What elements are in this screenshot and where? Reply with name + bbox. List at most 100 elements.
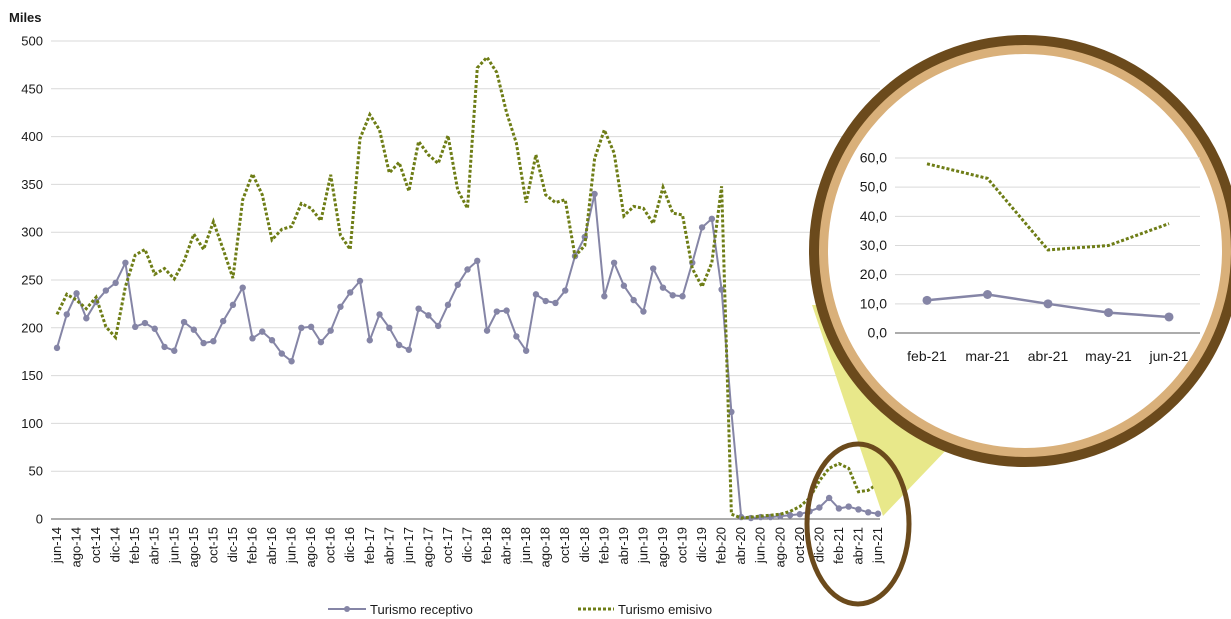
main-point-turismo-receptivo-abr-18 (503, 307, 510, 314)
main-ytick-150: 150 (21, 368, 43, 383)
main-line-turismo-receptivo (56, 193, 879, 520)
main-xtick-ago-18: ago-18 (538, 527, 553, 567)
main-xtick-abr-18: abr-18 (499, 527, 514, 565)
inset-x-axis-ticks: feb-21 mar-21 abr-21 may-21 jun-21 (907, 348, 1189, 364)
main-point-turismo-receptivo-abr-17 (386, 324, 393, 331)
main-point-turismo-receptivo-nov-15 (219, 317, 227, 325)
main-point-turismo-receptivo-jun-14 (53, 344, 61, 352)
main-xtick-jun-15: jun-15 (166, 527, 181, 564)
main-point-turismo-receptivo-abr-19 (620, 282, 628, 289)
inset-ytick-0-0: 0,0 (868, 325, 888, 341)
main-point-turismo-receptivo-mar-16 (259, 328, 266, 335)
main-xtick-abr-20: abr-20 (733, 527, 748, 565)
main-point-turismo-receptivo-abr-16 (268, 337, 276, 344)
inset-series (922, 162, 1174, 322)
main-point-turismo-receptivo-jun-21 (874, 510, 882, 517)
main-ytick-500: 500 (21, 34, 43, 49)
main-point-turismo-receptivo-jun-18 (522, 347, 530, 354)
main-xtick-dic-17: dic-17 (460, 527, 475, 562)
main-point-turismo-receptivo-ene-16 (239, 284, 246, 291)
main-point-turismo-receptivo-dic-16 (347, 289, 354, 296)
main-point-turismo-receptivo-ene-20 (708, 215, 716, 223)
main-point-turismo-receptivo-oct-16 (327, 327, 334, 334)
main-xtick-oct-20: oct-20 (792, 527, 807, 563)
main-point-turismo-receptivo-dic-15 (229, 301, 237, 309)
main-xtick-oct-18: oct-18 (557, 527, 572, 563)
main-point-turismo-receptivo-may-19 (630, 296, 637, 304)
main-point-turismo-receptivo-may-18 (513, 333, 520, 340)
main-ytick-450: 450 (21, 81, 43, 96)
main-xtick-oct-15: oct-15 (205, 527, 220, 563)
main-xtick-oct-19: oct-19 (675, 527, 690, 563)
main-xtick-abr-15: abr-15 (147, 527, 162, 565)
main-xtick-jun-14: jun-14 (49, 527, 64, 564)
inset-point-turismo-receptivo-mar-21 (983, 290, 992, 299)
main-point-turismo-receptivo-jun-15 (171, 347, 178, 354)
inset-xtick-feb-21: feb-21 (907, 348, 947, 364)
main-xtick-feb-20: feb-20 (714, 527, 729, 564)
main-gridlines (51, 40, 880, 520)
main-xtick-dic-20: dic-20 (811, 527, 826, 562)
main-point-turismo-receptivo-may-21 (865, 509, 872, 516)
main-point-turismo-receptivo-jul-17 (415, 305, 422, 312)
main-point-turismo-receptivo-mar-17 (376, 311, 383, 318)
main-ytick-400: 400 (21, 129, 43, 144)
main-point-turismo-receptivo-jul-16 (298, 324, 305, 331)
main-point-turismo-receptivo-ene-21 (825, 494, 833, 502)
main-point-turismo-receptivo-abr-15 (151, 325, 158, 332)
main-xtick-abr-16: abr-16 (264, 527, 279, 565)
inset-xtick-abr-21: abr-21 (1028, 348, 1069, 364)
main-point-turismo-receptivo-jul-18 (532, 291, 540, 298)
main-point-turismo-receptivo-dic-17 (464, 266, 471, 273)
main-xtick-dic-15: dic-15 (225, 527, 240, 562)
main-xtick-oct-16: oct-16 (323, 527, 338, 563)
main-point-turismo-receptivo-ago-17 (425, 312, 432, 319)
main-point-turismo-receptivo-jul-15 (180, 318, 188, 326)
inset-point-turismo-receptivo-jun-21 (1164, 312, 1174, 322)
main-point-turismo-receptivo-jun-19 (640, 308, 647, 315)
main-point-turismo-receptivo-sep-17 (434, 322, 442, 330)
main-ytick-350: 350 (21, 177, 43, 192)
main-xtick-ago-20: ago-20 (772, 527, 787, 567)
main-point-turismo-receptivo-ago-18 (542, 297, 549, 305)
legend-emisivo-label: Turismo emisivo (618, 602, 712, 617)
main-point-turismo-receptivo-may-15 (161, 343, 168, 351)
legend-receptivo-label: Turismo receptivo (370, 602, 473, 617)
main-ytick-50: 50 (29, 464, 43, 479)
main-point-turismo-receptivo-feb-20 (718, 286, 725, 293)
main-point-turismo-receptivo-feb-18 (483, 327, 491, 334)
main-xtick-abr-19: abr-19 (616, 527, 631, 565)
inset-y-axis-ticks: 0,0 10,0 20,0 30,0 40,0 50,0 60,0 (860, 150, 887, 341)
main-point-turismo-receptivo-dic-19 (698, 224, 706, 231)
main-xtick-oct-14: oct-14 (88, 527, 103, 563)
main-point-turismo-receptivo-sep-20 (786, 511, 794, 519)
main-series (53, 54, 882, 522)
main-point-turismo-receptivo-abr-21 (855, 506, 862, 513)
main-point-turismo-receptivo-ene-19 (591, 190, 598, 198)
main-ytick-200: 200 (21, 320, 43, 335)
main-ytick-300: 300 (21, 225, 43, 240)
main-point-turismo-receptivo-sep-19 (669, 292, 676, 299)
main-point-turismo-receptivo-feb-19 (601, 293, 608, 300)
main-xtick-jun-19: jun-19 (635, 527, 650, 564)
main-xtick-jun-20: jun-20 (753, 527, 768, 564)
main-y-axis-ticks: 0 50 100 150 200 250 300 350 400 450 500 (21, 34, 43, 527)
main-xtick-jun-17: jun-17 (401, 527, 416, 564)
inset-point-turismo-receptivo-may-21 (1104, 308, 1113, 318)
main-xtick-ago-14: ago-14 (69, 527, 84, 567)
main-point-turismo-receptivo-mar-19 (610, 259, 618, 266)
inset-xtick-mar-21: mar-21 (965, 348, 1010, 364)
main-point-turismo-receptivo-ago-14 (73, 290, 80, 297)
main-xtick-feb-17: feb-17 (362, 527, 377, 564)
main-xtick-dic-19: dic-19 (694, 527, 709, 562)
main-point-turismo-receptivo-feb-15 (131, 323, 139, 331)
zoom-highlight-ellipse (804, 441, 912, 607)
main-point-turismo-receptivo-ago-19 (659, 284, 667, 291)
main-ytick-100: 100 (21, 416, 43, 431)
inset-ytick-30-0: 30,0 (860, 237, 887, 253)
main-point-turismo-receptivo-sep-14 (83, 315, 90, 322)
main-point-turismo-receptivo-dic-20 (816, 504, 823, 511)
inset-ytick-20-0: 20,0 (860, 266, 887, 282)
inset-point-turismo-receptivo-abr-21 (1043, 299, 1053, 309)
main-xtick-jun-18: jun-18 (518, 527, 533, 564)
